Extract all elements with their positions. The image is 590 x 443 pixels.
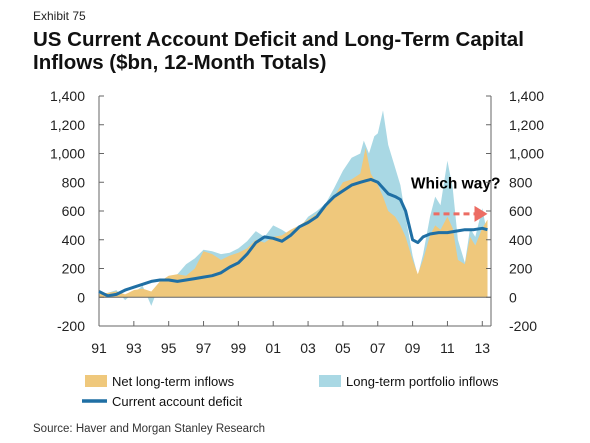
y-left-tick-label: 1,000 — [50, 146, 85, 162]
series-line-current-account-deficit — [98, 177, 488, 298]
x-tick-label: 11 — [440, 340, 455, 356]
chart-title-line-2: Inflows ($bn, 12-Month Totals) — [33, 51, 327, 74]
chart-lines — [98, 177, 488, 298]
legend: Net long-term inflows Long-term portfolio… — [82, 374, 499, 409]
y-left-tick-label: 800 — [62, 174, 86, 190]
y-right-tick-label: 600 — [509, 203, 533, 219]
x-tick-label: 91 — [91, 340, 107, 356]
annotation-which-way: Which way? — [411, 176, 501, 193]
y-right-tick-label: -200 — [509, 318, 537, 334]
y-right-tick-label: 200 — [509, 261, 533, 277]
chart-title-line-1: US Current Account Deficit and Long-Term… — [33, 28, 524, 51]
annotation-arrow-head — [474, 205, 488, 222]
y-left-tick-label: -200 — [57, 318, 85, 334]
legend-swatch-long-term-portfolio-inflows — [319, 375, 341, 387]
exhibit-label: Exhibit 75 — [33, 9, 86, 23]
x-tick-label: 95 — [161, 340, 177, 356]
source-note: Source: Haver and Morgan Stanley Researc… — [33, 423, 266, 435]
chart-title: US Current Account Deficit and Long-Term… — [33, 28, 578, 74]
chart-annotation: Which way? — [411, 176, 501, 222]
y-left-tick-label: 1,200 — [50, 117, 85, 133]
x-tick-label: 01 — [265, 340, 281, 356]
y-axis-left-ticks: -200 0 200 400 600 800 1,000 1,200 1,400 — [50, 88, 104, 334]
legend-label-current-account-deficit: Current account deficit — [112, 394, 242, 409]
x-tick-label: 97 — [196, 340, 212, 356]
legend-label-long-term-portfolio-inflows: Long-term portfolio inflows — [346, 374, 499, 389]
y-left-tick-label: 400 — [62, 232, 86, 248]
y-axis-right-ticks: -200 0 200 400 600 800 1,000 1,200 1,400 — [486, 88, 544, 334]
legend-swatch-net-long-term-inflows — [85, 375, 107, 387]
x-tick-label: 93 — [126, 340, 142, 356]
y-left-tick-label: 1,400 — [50, 88, 85, 104]
y-right-tick-label: 1,000 — [509, 146, 544, 162]
x-tick-label: 07 — [370, 340, 386, 356]
y-right-tick-label: 1,400 — [509, 88, 544, 104]
y-right-tick-label: 1,200 — [509, 117, 544, 133]
y-right-tick-label: 800 — [509, 174, 533, 190]
x-axis-ticks: 91 93 95 97 99 01 03 05 07 09 11 13 — [91, 321, 490, 356]
series-area-net-long-term-inflows — [99, 147, 488, 298]
x-tick-label: 03 — [300, 340, 316, 356]
y-right-tick-label: 0 — [509, 289, 517, 305]
x-tick-label: 99 — [231, 340, 247, 356]
legend-label-net-long-term-inflows: Net long-term inflows — [112, 374, 235, 389]
x-tick-label: 05 — [335, 340, 351, 356]
y-right-tick-label: 400 — [509, 232, 533, 248]
y-left-tick-label: 600 — [62, 203, 86, 219]
y-left-tick-label: 0 — [77, 289, 85, 305]
y-left-tick-label: 200 — [62, 261, 86, 277]
x-tick-label: 09 — [405, 340, 421, 356]
x-tick-label: 13 — [474, 340, 490, 356]
chart-areas — [99, 110, 488, 306]
